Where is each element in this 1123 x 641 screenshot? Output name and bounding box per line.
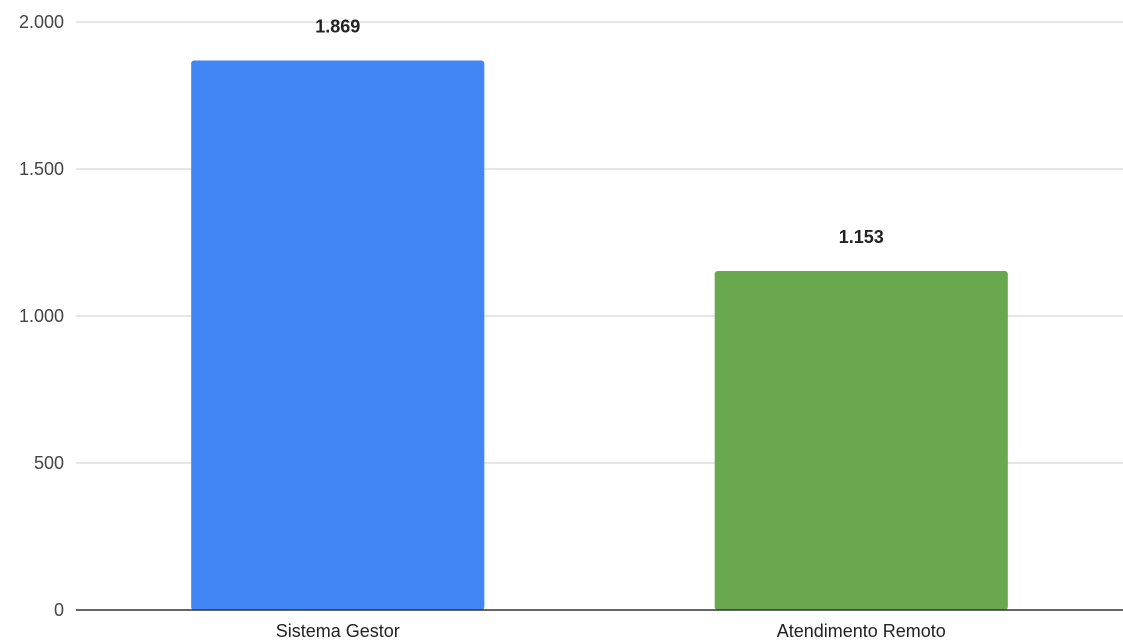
x-category-label: Atendimento Remoto xyxy=(777,621,946,641)
x-axis-labels: Sistema Gestor Atendimento Remoto xyxy=(276,621,946,641)
y-tick-label: 2.000 xyxy=(19,12,64,32)
bars xyxy=(191,60,1008,611)
bar xyxy=(191,60,485,611)
data-label: 1.869 xyxy=(315,17,360,37)
data-label: 1.153 xyxy=(839,227,884,247)
bar xyxy=(714,271,1008,610)
x-category-label: Sistema Gestor xyxy=(276,621,400,641)
y-tick-label: 500 xyxy=(34,453,64,473)
y-tick-label: 1.000 xyxy=(19,306,64,326)
data-labels: 1.869 1.153 xyxy=(315,17,884,248)
y-axis-ticks: 0 500 1.000 1.500 2.000 xyxy=(19,12,64,620)
y-tick-label: 0 xyxy=(54,600,64,620)
y-tick-label: 1.500 xyxy=(19,159,64,179)
